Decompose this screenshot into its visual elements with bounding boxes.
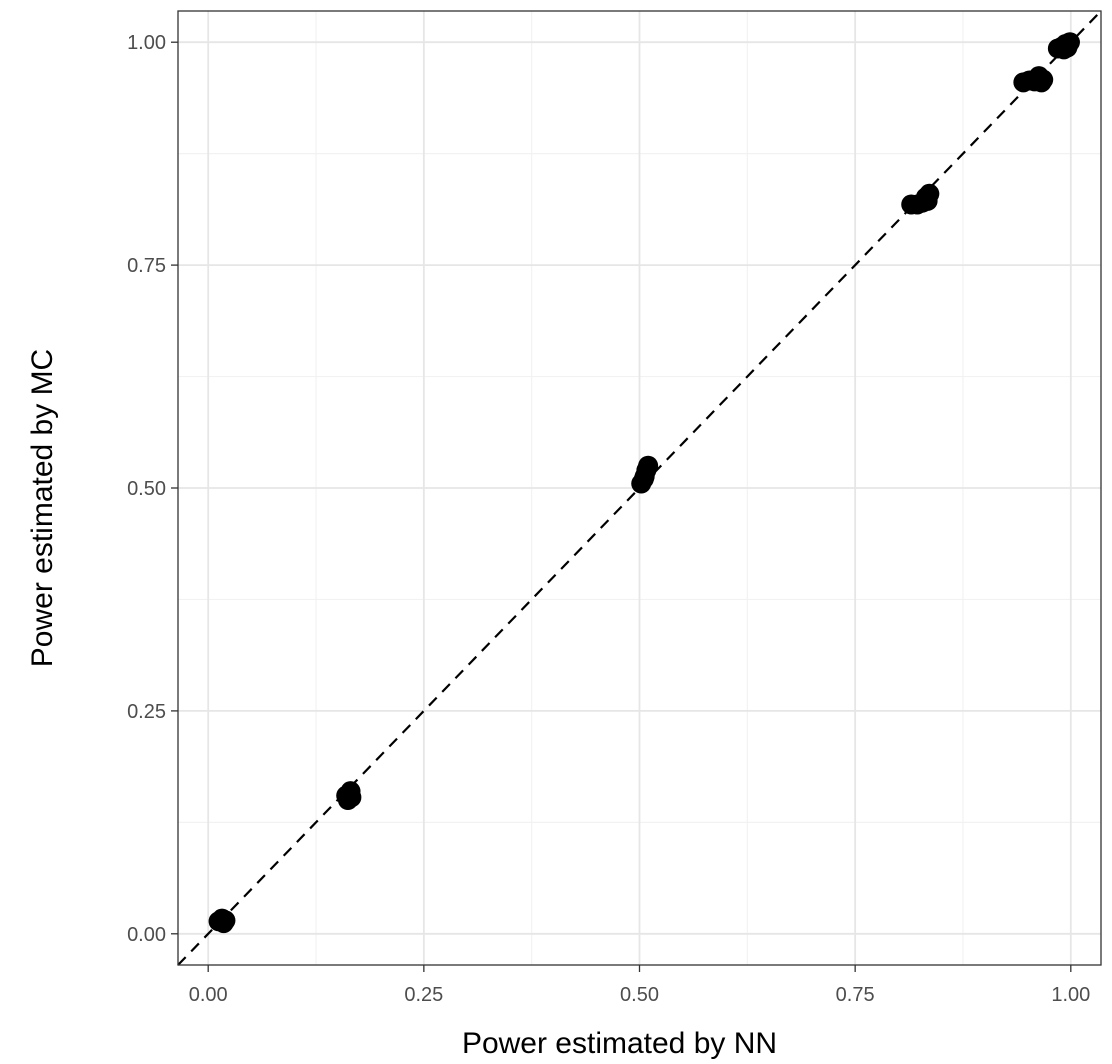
y-tick-label: 0.75 bbox=[127, 255, 166, 277]
y-tick-label: 1.00 bbox=[127, 32, 166, 54]
x-tick-label: 1.00 bbox=[1051, 984, 1090, 1006]
x-tick-label: 0.25 bbox=[404, 984, 443, 1006]
data-point bbox=[915, 187, 936, 208]
major-gridlines bbox=[178, 11, 1101, 965]
y-axis-ticks: 0.00 0.25 0.50 0.75 1.00 bbox=[127, 32, 178, 946]
y-tick-label: 0.25 bbox=[127, 701, 166, 723]
y-tick-label: 0.50 bbox=[127, 478, 166, 500]
data-point bbox=[213, 913, 234, 934]
y-axis-title: Power estimated by MC bbox=[26, 349, 59, 667]
x-axis-ticks: 0.00 0.25 0.50 0.75 1.00 bbox=[189, 965, 1090, 1006]
data-points bbox=[208, 32, 1080, 934]
data-point bbox=[341, 787, 362, 808]
x-tick-label: 0.75 bbox=[836, 984, 875, 1006]
x-axis-title: Power estimated by NN bbox=[462, 1027, 777, 1060]
y-tick-label: 0.00 bbox=[127, 924, 166, 946]
data-point bbox=[1028, 66, 1049, 87]
data-point bbox=[1057, 37, 1078, 58]
x-tick-label: 0.00 bbox=[189, 984, 228, 1006]
identity-reference-line bbox=[177, 10, 1102, 966]
data-point bbox=[634, 466, 655, 487]
x-tick-label: 0.50 bbox=[620, 984, 659, 1006]
